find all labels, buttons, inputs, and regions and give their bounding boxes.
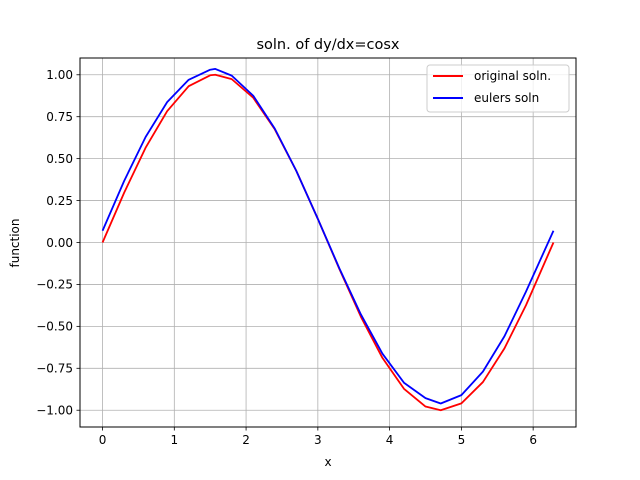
legend-label-eulers: eulers soln	[474, 91, 539, 105]
x-tick-label: 2	[242, 433, 250, 447]
y-tick-label: 0.00	[46, 236, 73, 250]
series-line-eulers	[101, 68, 555, 405]
x-tick-label: 4	[386, 433, 394, 447]
y-tick-label: −0.50	[36, 320, 73, 334]
grid	[80, 58, 576, 427]
y-tick-label: 0.75	[46, 110, 73, 124]
legend-label-original: original soln.	[474, 69, 551, 83]
chart-title: soln. of dy/dx=cosx	[256, 37, 399, 53]
x-tick-label: 5	[458, 433, 466, 447]
axis-ticks: 0 1 2 3 4 5 6 1.00 0.75 0.50 0.25 0.00 −0.25 −0.50 −0.…	[36, 68, 537, 447]
y-tick-label: 0.25	[46, 194, 73, 208]
y-axis-label: function	[8, 218, 22, 267]
y-tick-label: −1.00	[36, 404, 73, 418]
x-tick-label: 6	[529, 433, 537, 447]
x-axis-label: x	[324, 455, 331, 469]
y-tick-label: −0.25	[36, 278, 73, 292]
x-tick-label: 3	[314, 433, 322, 447]
y-tick-label: −0.75	[36, 362, 73, 376]
y-tick-label: 1.00	[46, 68, 73, 82]
series-lines	[101, 68, 555, 412]
x-tick-label: 1	[170, 433, 178, 447]
x-tick-label: 0	[99, 433, 107, 447]
legend: original soln. eulers soln	[426, 64, 570, 113]
y-tick-label: 0.50	[46, 152, 73, 166]
